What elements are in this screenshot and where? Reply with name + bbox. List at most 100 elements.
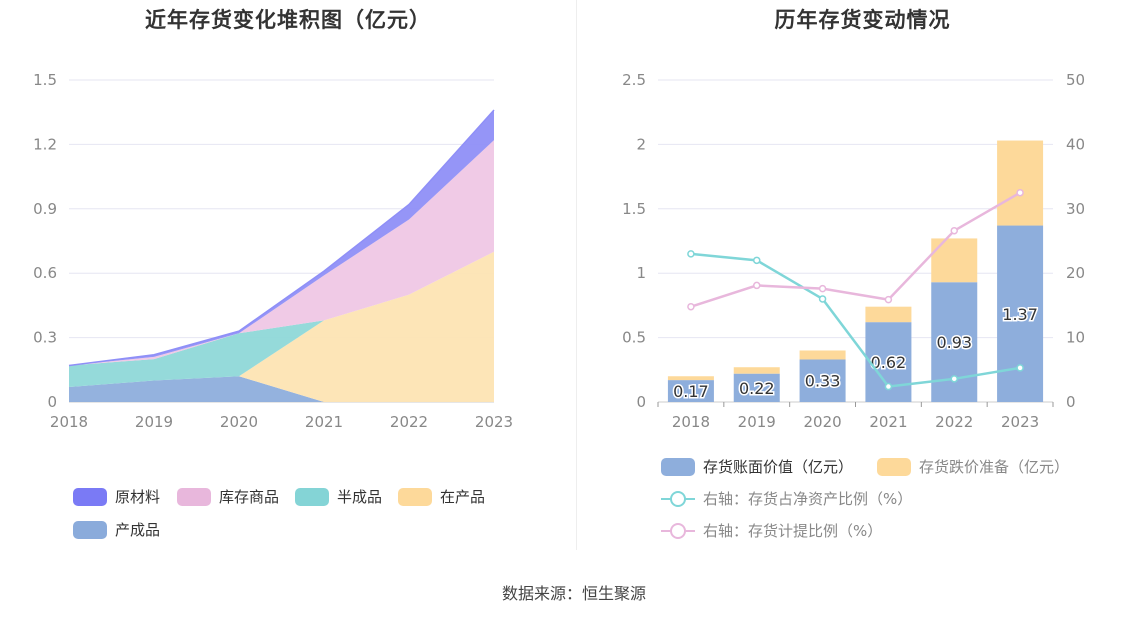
line-point xyxy=(753,256,761,265)
legend-swatch xyxy=(661,457,695,476)
series-line xyxy=(690,191,1021,308)
legend-label: 原材料 xyxy=(115,488,161,506)
x-tick-label: 2023 xyxy=(1001,413,1039,431)
stacked-area-panel: 近年存货变化堆积图（亿元） 0 0.3 0.6 0.9 1.2 1.5 2018 2019 20… xyxy=(0,0,576,550)
line-point xyxy=(687,302,695,311)
line-point xyxy=(950,375,958,383)
line-point xyxy=(753,281,761,290)
left-chart-title: 近年存货变化堆积图（亿元） xyxy=(145,8,431,32)
y-tick-label: 0.9 xyxy=(33,200,57,218)
line-point xyxy=(818,295,827,303)
legend-label: 库存商品 xyxy=(219,488,280,506)
bar-book-value xyxy=(799,359,846,402)
y-left-tick-label: 0 xyxy=(636,393,646,411)
legend-item[interactable]: 在产品 xyxy=(398,486,485,507)
x-tick-label: 2019 xyxy=(738,413,776,431)
series-line xyxy=(690,252,1021,388)
legend-swatch xyxy=(877,457,911,476)
panel-divider xyxy=(576,0,577,550)
stacked-area-chart: 0 0.3 0.6 0.9 1.2 1.5 2018 2019 2020 2021 2022 2023 xyxy=(33,71,513,431)
x-tick-label: 2021 xyxy=(305,413,343,431)
bar-impairment xyxy=(733,367,780,374)
line-point xyxy=(884,295,893,304)
bar-impairment xyxy=(799,350,846,360)
legend-swatch xyxy=(177,487,211,506)
legend-label: 半成品 xyxy=(337,488,383,506)
line-point xyxy=(818,284,827,293)
line-point xyxy=(1016,188,1024,197)
legend-label: 产成品 xyxy=(115,521,161,539)
legend-label: 存货跌价准备（亿元） xyxy=(919,458,1070,476)
x-tick-label: 2022 xyxy=(935,413,973,431)
x-tick-label: 2019 xyxy=(135,413,173,431)
y-tick-label: 0.3 xyxy=(33,329,57,347)
y-tick-label: 0 xyxy=(47,393,57,411)
bar-impairment xyxy=(865,306,912,323)
bar-data-label: 0.17 xyxy=(673,382,709,401)
legend-item[interactable]: 存货账面价值（亿元） xyxy=(661,456,853,477)
bar-impairment xyxy=(667,376,714,381)
y-tick-label: 0.6 xyxy=(33,264,57,282)
area-在产品 xyxy=(69,251,494,402)
legend-item[interactable]: 右轴：存货占净资产比例（%） xyxy=(661,488,912,509)
bar-data-label: 0.93 xyxy=(936,333,972,352)
y-right-tick-label: 20 xyxy=(1066,264,1085,282)
area-库存商品 xyxy=(69,140,494,366)
legend-line-marker xyxy=(670,522,686,539)
y-left-tick-label: 2 xyxy=(636,135,646,153)
bar-book-value xyxy=(997,225,1044,402)
y-tick-label: 1.2 xyxy=(33,135,57,153)
area-top-outline xyxy=(68,109,495,367)
legend-label: 在产品 xyxy=(440,488,486,506)
data-source: 数据来源：恒生聚源 xyxy=(501,584,646,603)
legend-swatch xyxy=(73,520,107,539)
x-tick-label: 2023 xyxy=(475,413,513,431)
bar-data-label: 0.33 xyxy=(805,372,841,391)
legend-swatch xyxy=(73,487,107,506)
y-right-tick-label: 50 xyxy=(1066,71,1085,89)
legend-item[interactable]: 存货跌价准备（亿元） xyxy=(877,456,1069,477)
line-point xyxy=(687,250,695,258)
y-right-tick-label: 10 xyxy=(1066,329,1085,347)
x-tick-label: 2018 xyxy=(50,413,88,431)
legend-item[interactable]: 原材料 xyxy=(73,486,160,507)
legend-item[interactable]: 库存商品 xyxy=(177,486,279,507)
legend-item[interactable]: 产成品 xyxy=(73,519,160,540)
y-tick-label: 1.5 xyxy=(33,71,57,89)
y-right-tick-label: 0 xyxy=(1066,393,1076,411)
inventory-change-panel: 历年存货变动情况 0 0.5 1 1.5 2 2.5 0 10 20 30 40 50 2018 2019… xyxy=(577,0,1148,550)
legend-swatch xyxy=(398,487,432,506)
legend-line-icon xyxy=(661,490,695,508)
bar-data-label: 0.62 xyxy=(871,353,907,372)
x-tick-label: 2021 xyxy=(869,413,907,431)
area-半成品 xyxy=(69,251,494,387)
right-chart-title: 历年存货变动情况 xyxy=(774,8,951,32)
x-tick-label: 2020 xyxy=(803,413,841,431)
bar-book-value xyxy=(733,373,780,402)
y-left-tick-label: 1 xyxy=(636,264,646,282)
legend-label: 存货账面价值（亿元） xyxy=(703,458,854,476)
legend-line-icon xyxy=(661,522,695,540)
legend-swatch xyxy=(295,487,329,506)
bar-data-label: 1.37 xyxy=(1002,305,1038,324)
legend-label: 右轴：存货计提比例（%） xyxy=(703,522,883,540)
legend-line-marker xyxy=(670,490,686,507)
y-left-tick-label: 1.5 xyxy=(622,200,646,218)
line-point xyxy=(884,382,893,391)
x-tick-label: 2018 xyxy=(672,413,710,431)
line-point xyxy=(1016,364,1024,372)
y-left-tick-label: 2.5 xyxy=(622,71,646,89)
bar-book-value xyxy=(667,380,714,402)
y-right-tick-label: 40 xyxy=(1066,135,1085,153)
bar-line-chart: 0 0.5 1 1.5 2 2.5 0 10 20 30 40 50 2018 2019 2020 2021 2… xyxy=(622,71,1085,431)
legend-item[interactable]: 右轴：存货计提比例（%） xyxy=(661,520,882,541)
bar-impairment xyxy=(997,140,1044,226)
bar-impairment xyxy=(931,238,978,283)
y-left-tick-label: 0.5 xyxy=(622,329,646,347)
legend-item[interactable]: 半成品 xyxy=(295,486,382,507)
bar-data-label: 0.22 xyxy=(739,379,775,398)
x-tick-label: 2022 xyxy=(390,413,428,431)
legend-label: 右轴：存货占净资产比例（%） xyxy=(703,490,913,508)
y-right-tick-label: 30 xyxy=(1066,200,1085,218)
x-tick-label: 2020 xyxy=(220,413,258,431)
